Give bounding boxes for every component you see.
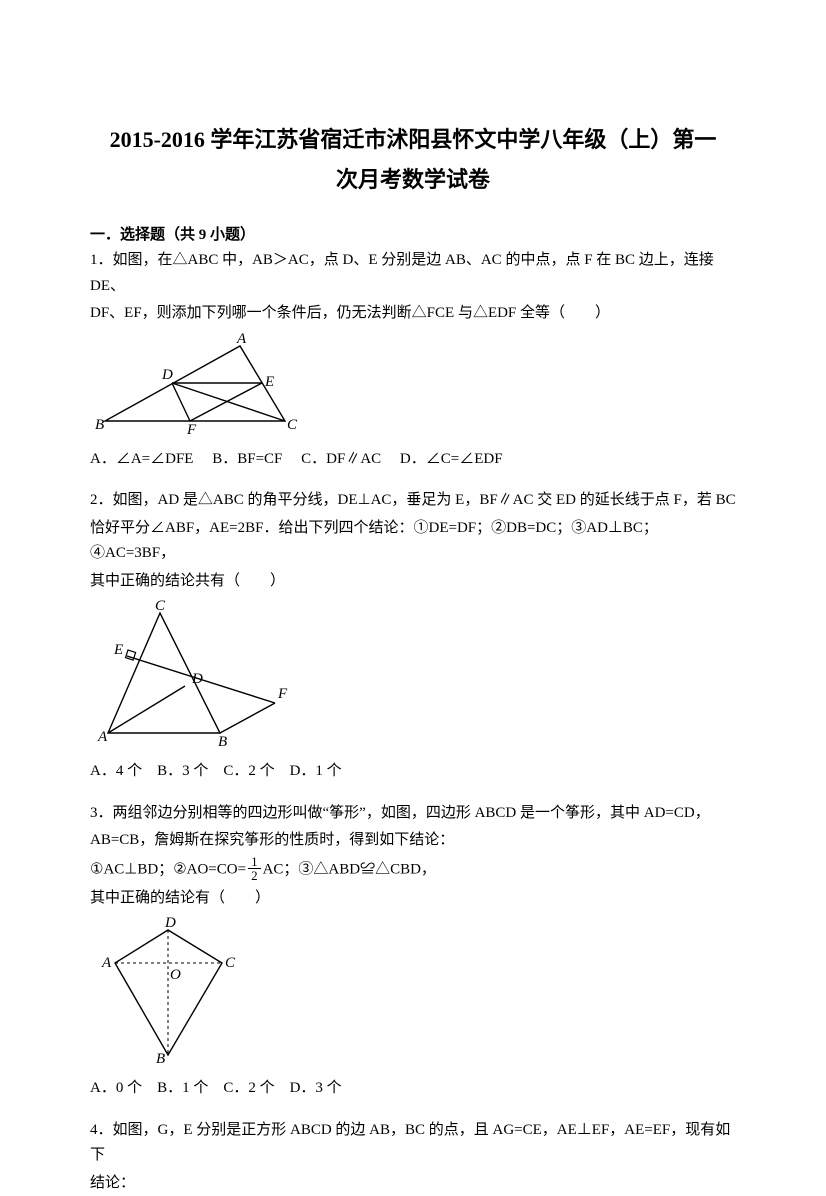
- q1-svg: A B C D E F: [90, 331, 310, 436]
- fraction-half: 12: [248, 855, 261, 883]
- q2-options: A．4 个 B．3 个 C．2 个 D．1 个: [90, 759, 736, 785]
- exam-page: 2015-2016 学年江苏省宿迁市沭阳县怀文中学八年级（上）第一 次月考数学试…: [0, 0, 826, 1169]
- exam-title-line2: 次月考数学试卷: [90, 160, 736, 200]
- q3-label-D: D: [164, 915, 176, 931]
- q1-line1: 1．如图，在△ABC 中，AB＞AC，点 D、E 分别是边 AB、AC 的中点，…: [90, 248, 736, 299]
- q3-line3b: AC；③△ABD≌△CBD，: [263, 861, 436, 877]
- exam-title-line1: 2015-2016 学年江苏省宿迁市沭阳县怀文中学八年级（上）第一: [90, 120, 736, 160]
- q2-label-A: A: [97, 729, 108, 745]
- q2-label-F: F: [277, 686, 288, 702]
- q1-figure: A B C D E F: [90, 331, 736, 441]
- q2-label-D: D: [191, 671, 203, 687]
- q1-label-E: E: [264, 374, 274, 390]
- q4-line2: 结论：: [90, 1171, 736, 1196]
- q3-svg: D A C O B: [90, 915, 250, 1065]
- q2-svg: C A B D E F: [90, 598, 300, 748]
- q3-line3: ①AC⊥BD；②AO=CO=12AC；③△ABD≌△CBD，: [90, 856, 736, 884]
- q2-label-E: E: [113, 642, 123, 658]
- q3-label-B: B: [156, 1051, 165, 1065]
- q3-label-A: A: [101, 955, 112, 971]
- frac-den: 2: [248, 869, 261, 883]
- q1-label-D: D: [161, 367, 173, 383]
- q2-line3: 其中正确的结论共有（ ）: [90, 569, 736, 595]
- q3-figure: D A C O B: [90, 915, 736, 1070]
- q3-line2: AB=CB，詹姆斯在探究筝形的性质时，得到如下结论：: [90, 828, 736, 854]
- q1-optC: C．DF∥AC: [301, 451, 381, 467]
- q1-label-F: F: [186, 422, 197, 436]
- q2-label-B: B: [218, 734, 227, 748]
- q2-figure: C A B D E F: [90, 598, 736, 753]
- q3-line4: 其中正确的结论有（ ）: [90, 886, 736, 912]
- q2-line1: 2．如图，AD 是△ABC 的角平分线，DE⊥AC，垂足为 E，BF∥AC 交 …: [90, 488, 736, 514]
- q3-line3a: ①AC⊥BD；②AO=CO=: [90, 861, 246, 877]
- frac-num: 1: [248, 855, 261, 870]
- q1-optA: A．∠A=∠DFE: [90, 451, 193, 467]
- q1-label-A: A: [236, 331, 247, 347]
- q1-optD: D．∠C=∠EDF: [400, 451, 503, 467]
- q3-label-O: O: [170, 967, 181, 983]
- q2-label-C: C: [155, 598, 166, 614]
- q1-line2: DF、EF，则添加下列哪一个条件后，仍无法判断△FCE 与△EDF 全等（ ）: [90, 301, 736, 327]
- q3-label-C: C: [225, 955, 236, 971]
- section-heading: 一．选择题（共 9 小题）: [90, 223, 736, 244]
- q1-label-B: B: [95, 417, 104, 433]
- q3-line1: 3．两组邻边分别相等的四边形叫做“筝形”，如图，四边形 ABCD 是一个筝形，其…: [90, 801, 736, 827]
- q1-optB: B．BF=CF: [212, 451, 282, 467]
- q4-line1: 4．如图，G，E 分别是正方形 ABCD 的边 AB，BC 的点，且 AG=CE…: [90, 1118, 736, 1169]
- q1-label-C: C: [287, 417, 298, 433]
- q3-options: A．0 个 B．1 个 C．2 个 D．3 个: [90, 1076, 736, 1102]
- q1-options: A．∠A=∠DFE B．BF=CF C．DF∥AC D．∠C=∠EDF: [90, 447, 736, 473]
- q2-line2: 恰好平分∠ABF，AE=2BF．给出下列四个结论：①DE=DF；②DB=DC；③…: [90, 516, 736, 567]
